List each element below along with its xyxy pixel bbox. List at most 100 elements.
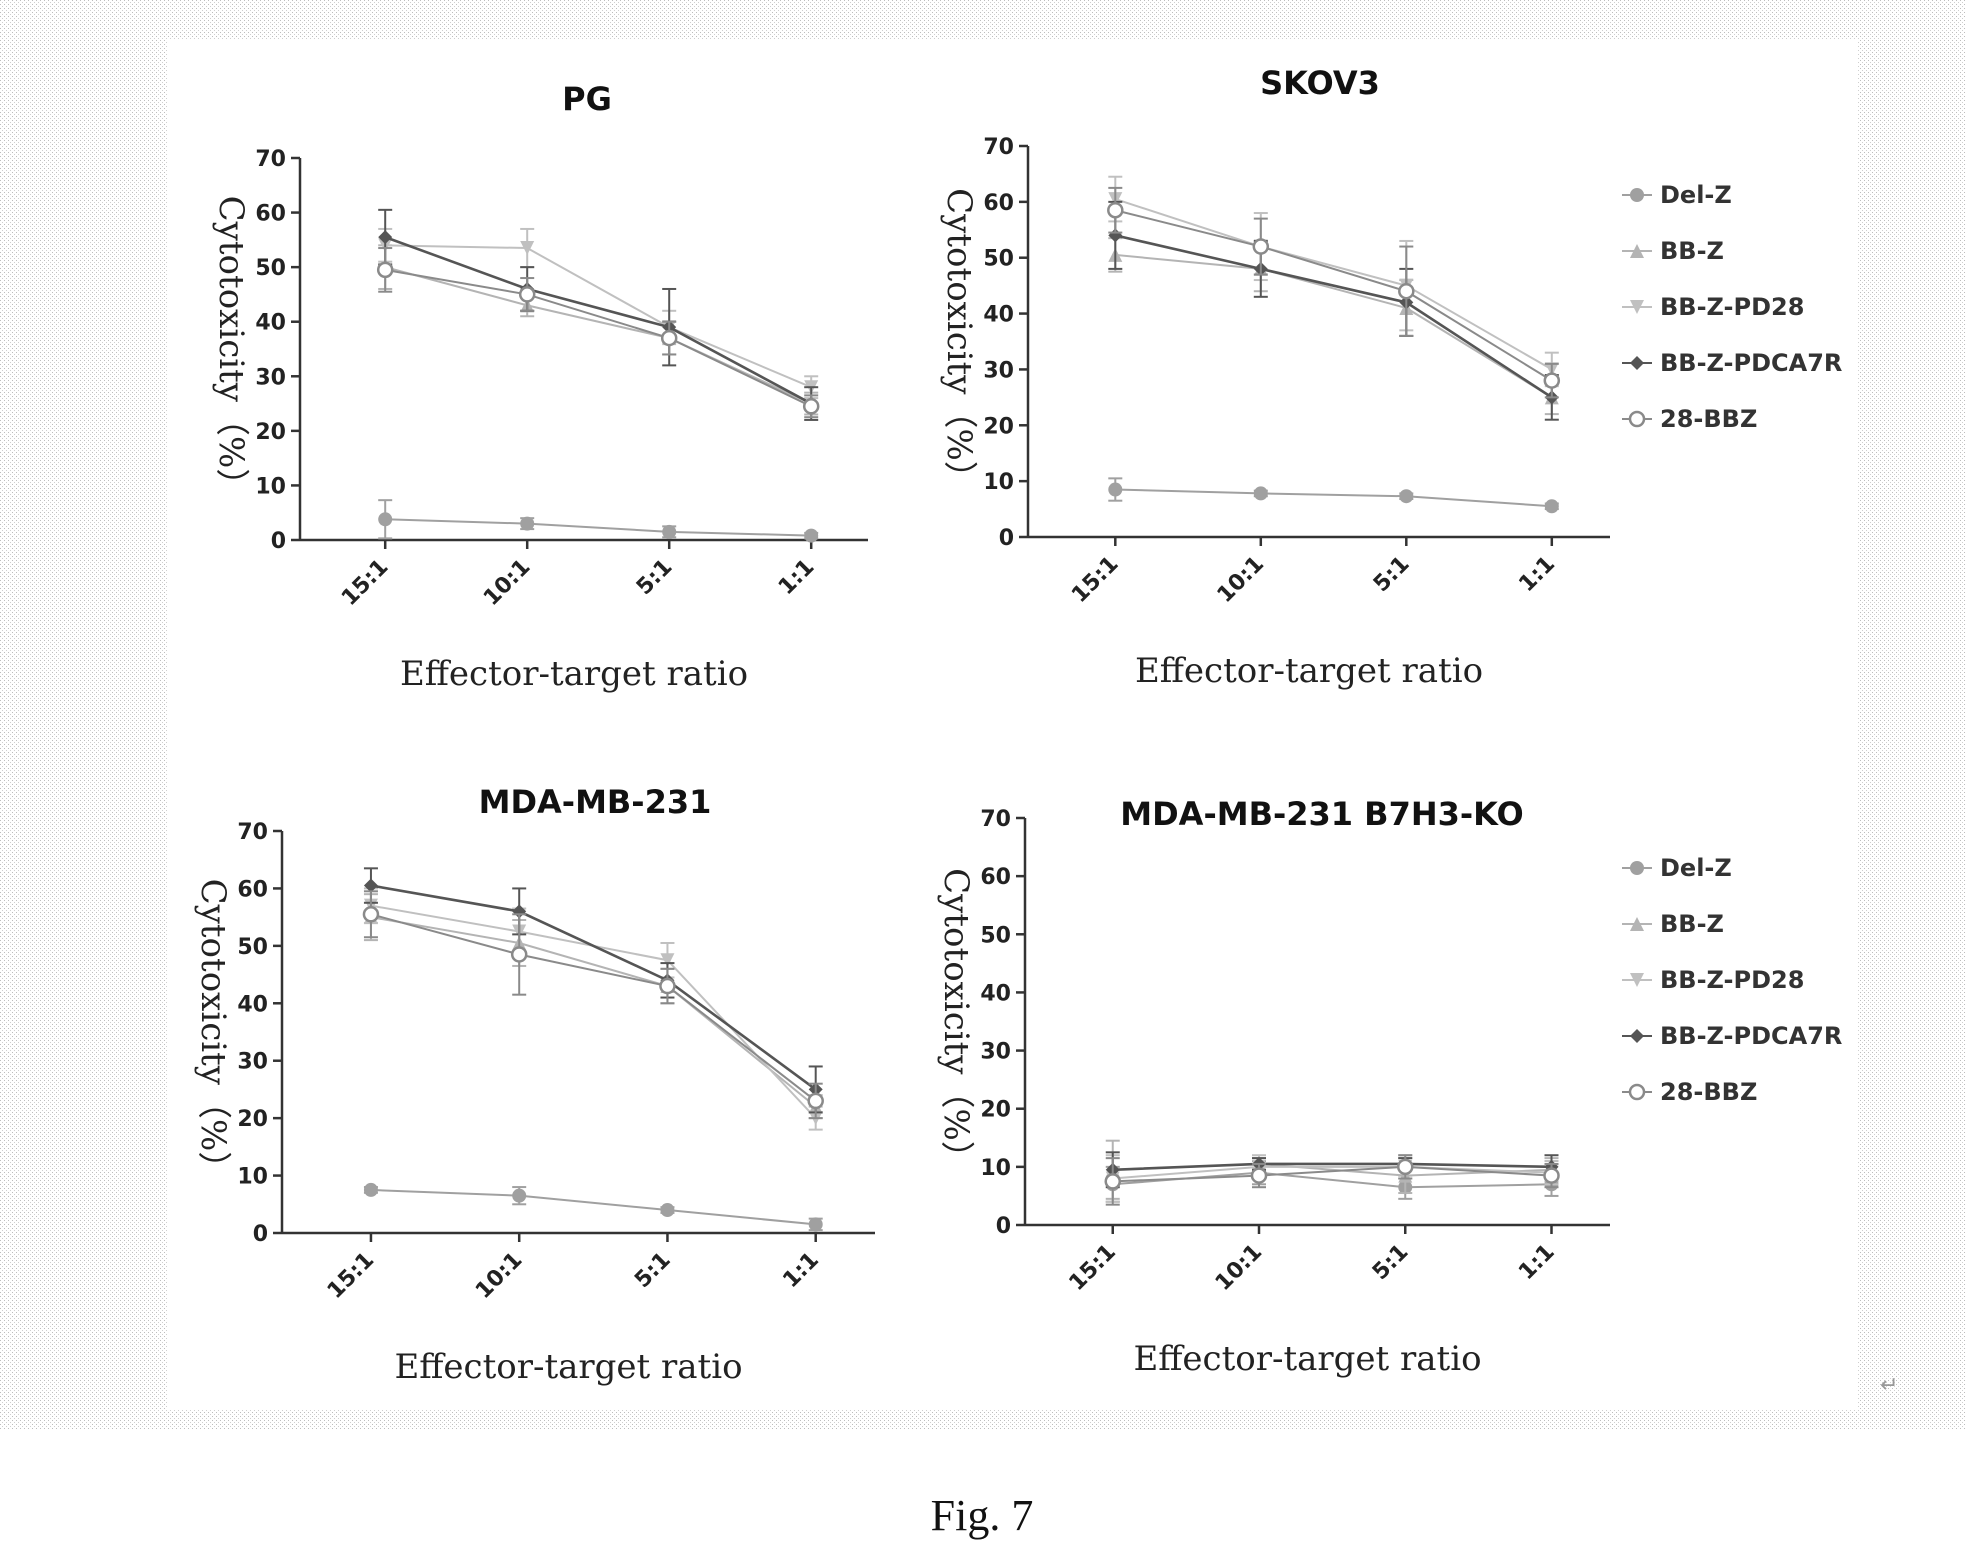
- series-line: [1112, 1165, 1552, 1180]
- y-tick-label: 60: [237, 877, 268, 902]
- legends-group: Del-ZBB-ZBB-Z-PD28BB-Z-PDCA7R28-BBZDel-Z…: [1622, 181, 1842, 1106]
- y-tick-label: 10: [980, 1156, 1011, 1181]
- y-tick-label: 50: [983, 247, 1014, 272]
- data-point: [376, 261, 394, 279]
- legend-marker: [1630, 300, 1644, 314]
- y-tick-label: 70: [237, 820, 268, 845]
- data-point: [807, 1092, 824, 1110]
- legend-marker: [1630, 244, 1644, 258]
- chart-title: PG: [562, 80, 612, 118]
- data-point: [520, 516, 535, 531]
- legend-item-bb-z-pd28: BB-Z-PD28: [1622, 966, 1804, 994]
- y-tick-label: 40: [237, 992, 268, 1017]
- legend-label: 28-BBZ: [1660, 405, 1757, 433]
- y-axis-label: Cytotoxicity（%）: [936, 868, 976, 1175]
- y-axis-label: Cytotoxicity（%）: [939, 188, 979, 495]
- data-point: [518, 286, 536, 303]
- series-del-z: [378, 499, 819, 543]
- x-axis-label: Effector-target ratio: [1135, 651, 1483, 691]
- series-28-bbz: [1104, 1154, 1560, 1206]
- y-tick-label: 70: [255, 147, 286, 172]
- data-point: [1252, 238, 1270, 255]
- data-point: [659, 977, 676, 995]
- data-point: [808, 1217, 823, 1232]
- y-tick-label: 0: [996, 1214, 1011, 1239]
- y-tick-label: 50: [980, 923, 1011, 948]
- series-line: [384, 235, 812, 405]
- y-tick-label: 20: [983, 414, 1014, 439]
- x-axis-label: Effector-target ratio: [394, 1347, 742, 1387]
- x-axis-label: Effector-target ratio: [400, 654, 748, 694]
- data-point: [1543, 372, 1561, 389]
- series-del-z: [1108, 477, 1559, 514]
- legend-label: Del-Z: [1660, 854, 1732, 882]
- data-point: [1544, 499, 1559, 514]
- data-point: [1108, 482, 1123, 497]
- series-line: [385, 244, 812, 389]
- data-point: [1250, 1167, 1268, 1184]
- legend-mda-mb-231-b7h3-ko: Del-Z BB-Z BB-Z-PD28 BB-Z-PDCA7R 28-BBZ: [1622, 854, 1842, 1106]
- series-28-bbz: [1107, 186, 1561, 399]
- series-line: [1112, 1162, 1552, 1172]
- series-line: [1115, 488, 1552, 508]
- data-point: [802, 398, 820, 415]
- data-point: [1104, 1173, 1121, 1190]
- legend-marker: [1630, 861, 1644, 875]
- legend-item-bb-z: BB-Z: [1622, 910, 1724, 938]
- series-line: [370, 913, 817, 1102]
- legend-item-del-z: Del-Z: [1622, 854, 1732, 882]
- data-point: [362, 906, 380, 923]
- legend-item-28-bbz: 28-BBZ: [1622, 1078, 1757, 1106]
- data-point: [378, 230, 393, 245]
- legend-marker: [1630, 188, 1644, 202]
- data-point: [1107, 201, 1124, 219]
- data-point: [1398, 282, 1415, 300]
- series-line: [370, 916, 817, 1108]
- data-point: [1253, 486, 1268, 501]
- legend-marker: [1630, 356, 1644, 370]
- legend-skov3: Del-Z BB-Z BB-Z-PD28 BB-Z-PDCA7R 28-BBZ: [1622, 181, 1842, 433]
- y-axis-label: Cytotoxicity（%）: [193, 879, 233, 1186]
- y-tick-label: 30: [255, 365, 286, 390]
- legend-label: BB-Z-PDCA7R: [1660, 349, 1842, 377]
- legend-item-del-z: Del-Z: [1622, 181, 1732, 209]
- data-point: [804, 528, 819, 543]
- series-line: [1114, 198, 1553, 371]
- figure-panel-area: [168, 40, 1858, 1410]
- legend-item-bb-z-pdca7r: BB-Z-PDCA7R: [1622, 349, 1842, 377]
- y-tick-label: 60: [255, 202, 286, 227]
- y-tick-label: 30: [237, 1050, 268, 1075]
- data-point: [363, 1182, 378, 1197]
- data-point: [363, 878, 378, 893]
- y-tick-label: 30: [980, 1040, 1011, 1065]
- series-28-bbz: [362, 890, 824, 1120]
- legend-marker: [1630, 973, 1644, 987]
- legend-item-28-bbz: 28-BBZ: [1622, 405, 1757, 433]
- data-point: [1399, 489, 1414, 504]
- figure-caption: Fig. 7: [931, 1491, 1034, 1540]
- data-point: [1543, 1167, 1560, 1184]
- y-tick-label: 0: [253, 1222, 268, 1247]
- legend-label: Del-Z: [1660, 181, 1732, 209]
- legend-marker: [1628, 1083, 1646, 1101]
- series-28-bbz: [376, 247, 820, 419]
- y-tick-label: 10: [237, 1165, 268, 1190]
- y-tick-label: 20: [255, 420, 286, 445]
- y-tick-label: 0: [999, 526, 1014, 551]
- y-tick-label: 10: [983, 470, 1014, 495]
- series-line: [385, 268, 812, 408]
- legend-item-bb-z: BB-Z: [1622, 237, 1724, 265]
- data-point: [510, 946, 528, 963]
- legend-label: BB-Z-PDCA7R: [1660, 1022, 1842, 1050]
- y-tick-label: 40: [983, 303, 1014, 328]
- data-point: [662, 524, 677, 539]
- y-axis-label: Cytotoxicity（%）: [211, 196, 251, 503]
- data-point: [520, 241, 535, 256]
- series-del-z: [363, 1182, 823, 1232]
- legend-label: BB-Z: [1660, 237, 1724, 265]
- chart-title: SKOV3: [1260, 64, 1380, 102]
- legend-label: 28-BBZ: [1660, 1078, 1757, 1106]
